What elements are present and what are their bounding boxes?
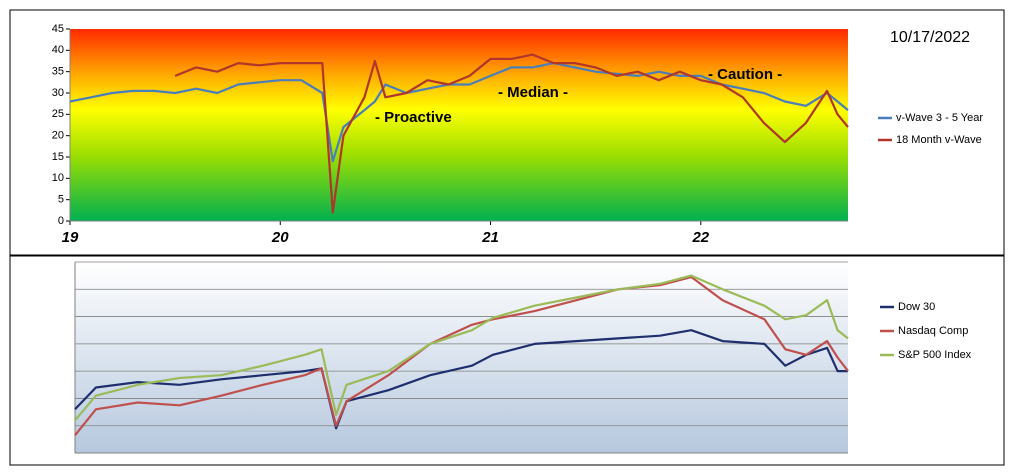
y-tick-label: 5 <box>58 194 64 206</box>
x-tick-label: 22 <box>691 229 709 246</box>
y-tick-label: 15 <box>52 151 64 163</box>
y-tick-label: 45 <box>52 23 64 35</box>
legend-label: 18 Month v-Wave <box>896 134 982 146</box>
y-tick-label: 35 <box>52 66 64 78</box>
x-tick-label: 21 <box>481 229 499 246</box>
series-line <box>74 274 849 422</box>
x-tick-label: 19 <box>62 229 79 246</box>
annotation: - Proactive <box>375 109 452 126</box>
series-line <box>74 275 849 436</box>
legend-label: Dow 30 <box>898 301 935 313</box>
date-title: 10/17/2022 <box>890 29 970 46</box>
top-plot-area <box>70 29 848 221</box>
y-tick-label: 10 <box>52 172 64 184</box>
legend-label: Nasdaq Comp <box>898 325 968 337</box>
y-tick-label: 25 <box>52 108 64 120</box>
y-tick-label: 30 <box>52 87 64 99</box>
y-tick-label: 0 <box>58 215 64 227</box>
legend-label: S&P 500 Index <box>898 349 972 361</box>
annotation: - Median - <box>498 84 568 101</box>
y-tick-label: 20 <box>52 130 64 142</box>
x-tick-label: 20 <box>271 229 289 246</box>
bottom-plot-area <box>75 262 848 453</box>
series-line <box>174 53 849 214</box>
y-tick-label: 40 <box>52 44 64 56</box>
annotation: - Caution - <box>708 66 782 83</box>
legend-label: v-Wave 3 - 5 Year <box>896 112 983 124</box>
series-line <box>74 329 848 430</box>
